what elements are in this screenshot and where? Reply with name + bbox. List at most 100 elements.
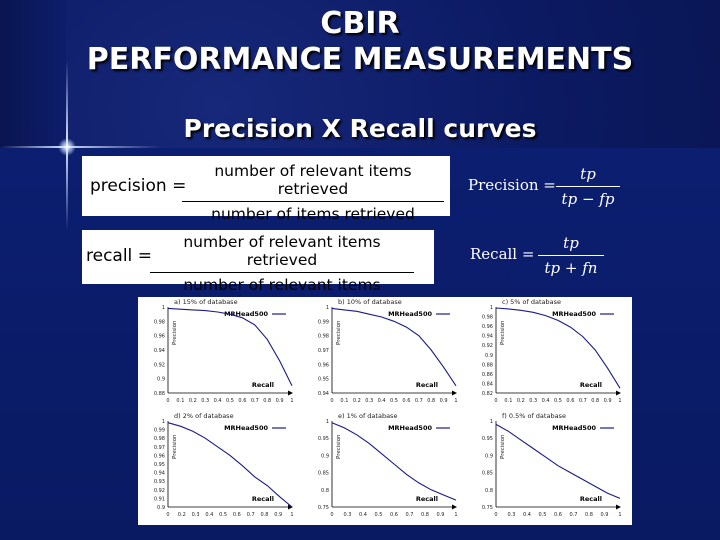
recall-formula-box: recall = number of relevant items retrie… — [82, 230, 434, 294]
precision-tp-fraction: tp tp − fp — [556, 165, 620, 208]
y-tick-label: 0.93 — [154, 479, 165, 485]
legend-label: MRHead500 — [388, 310, 432, 318]
x-tick-label: 0.8 — [260, 512, 268, 518]
x-tick-label: 0.9 — [276, 398, 284, 404]
precision-lhs: precision = — [90, 176, 187, 196]
x-tick-label: 0.5 — [375, 512, 383, 518]
x-tick-label: 0.6 — [390, 512, 398, 518]
y-tick-label: 0.8 — [321, 488, 329, 494]
y-axis-label: Precision — [336, 434, 342, 459]
chart-2: b) 10% of database 0.94 0.95 0.96 0.97 0.98 0.… — [318, 298, 458, 404]
y-tick-label: 1 — [326, 419, 329, 425]
y-tick-label: 0.94 — [154, 471, 165, 477]
y-tick-label: 1 — [490, 419, 493, 425]
recall-tp-denominator: tp + fn — [544, 259, 598, 277]
precision-formula-box: precision = number of relevant items ret… — [82, 156, 450, 223]
y-tick-label: 0.97 — [154, 445, 165, 451]
y-tick-label: 0.9 — [157, 377, 165, 383]
x-axis-label: Recall — [252, 381, 274, 389]
x-axis-arrow-icon — [288, 504, 293, 510]
x-tick-label: 0.7 — [247, 512, 255, 518]
x-tick-label: 0.7 — [579, 398, 587, 404]
x-tick-label: 0.4 — [378, 398, 386, 404]
x-tick-label: 0.9 — [601, 512, 609, 518]
x-tick-label: 0.3 — [508, 512, 516, 518]
recall-tp-lhs: Recall = — [470, 245, 535, 263]
y-tick-label: 0.94 — [154, 348, 165, 354]
y-tick-label: 0.85 — [318, 471, 329, 477]
x-tick-label: 0.5 — [390, 398, 398, 404]
x-axis-label: Recall — [416, 495, 438, 503]
y-axis-label: Precision — [172, 434, 178, 459]
x-tick-label: 0.8 — [591, 398, 599, 404]
y-tick-label: 1 — [162, 305, 165, 311]
precision-recall-curve — [331, 307, 457, 387]
x-axis-arrow-icon — [452, 390, 457, 396]
y-axis-label: Precision — [500, 434, 506, 459]
y-tick-label: 0.95 — [318, 436, 329, 442]
x-tick-label: 0.7 — [251, 398, 259, 404]
y-tick-label: 0.8 — [485, 488, 493, 494]
x-tick-label: 0.1 — [340, 398, 348, 404]
x-tick-label: 0 — [330, 398, 333, 404]
precision-tp-denominator: tp − fp — [561, 190, 615, 208]
precision-numerator: number of relevant items retrieved — [214, 162, 412, 198]
charts-svg: a) 15% of database 0.88 0.9 0.92 0.94 0.96 0.9… — [154, 298, 622, 518]
precision-recall-curve — [331, 422, 457, 501]
slide-subtitle: Precision X Recall curves — [183, 114, 537, 143]
recall-tp-fraction: tp tp + fn — [538, 234, 604, 277]
x-tick-label: 0.3 — [192, 512, 200, 518]
y-tick-label: 0.98 — [318, 334, 329, 340]
legend-label: MRHead500 — [552, 310, 596, 318]
x-tick-label: 0.6 — [566, 398, 574, 404]
x-tick-label: 0.5 — [219, 512, 227, 518]
precision-tp-lhs: Precision = — [468, 176, 556, 194]
legend-label: MRHead500 — [552, 424, 596, 432]
y-tick-label: 0.92 — [482, 343, 493, 349]
x-tick-label: 0 — [166, 398, 169, 404]
chart-title: d) 2% of database — [174, 412, 234, 420]
precision-fraction: number of relevant items retrieved numbe… — [182, 162, 444, 223]
x-axis-label: Recall — [580, 381, 602, 389]
recall-tp-numerator: tp — [563, 234, 579, 252]
x-tick-label: 0.4 — [523, 512, 531, 518]
chart-1: a) 15% of database 0.88 0.9 0.92 0.94 0.96 0.9… — [154, 298, 294, 404]
x-axis-arrow-icon — [452, 504, 457, 510]
chart-title: e) 1% of database — [338, 412, 397, 420]
y-tick-label: 0.95 — [482, 436, 493, 442]
x-tick-label: 0.5 — [539, 512, 547, 518]
x-tick-label: 0.9 — [437, 512, 445, 518]
slide-title-line1: CBIR — [320, 6, 400, 41]
y-tick-label: 0.88 — [154, 391, 165, 397]
x-tick-label: 0.8 — [263, 398, 271, 404]
y-tick-label: 0.9 — [321, 453, 329, 459]
y-tick-label: 0.97 — [318, 348, 329, 354]
y-tick-label: 1 — [490, 305, 493, 311]
precision-recall-curve — [167, 307, 293, 387]
legend-label: MRHead500 — [224, 310, 268, 318]
y-tick-label: 1 — [162, 419, 165, 425]
y-tick-label: 0.82 — [482, 391, 493, 397]
y-tick-label: 0.85 — [482, 471, 493, 477]
x-axis-label: Recall — [252, 495, 274, 503]
x-tick-label: 0 — [494, 512, 497, 518]
x-tick-label: 0.8 — [421, 512, 429, 518]
y-tick-label: 0.91 — [154, 496, 165, 502]
chart-6: f) 0.5% of database 0.75 0.8 0.85 0.9 0.95 1 0 0… — [482, 412, 622, 518]
x-tick-label: 1 — [290, 512, 293, 518]
x-tick-label: 0.8 — [427, 398, 435, 404]
y-tick-label: 0.96 — [318, 362, 329, 368]
x-tick-label: 0.4 — [205, 512, 213, 518]
x-tick-label: 0.9 — [274, 512, 282, 518]
x-axis-arrow-icon — [616, 390, 621, 396]
chart-title: f) 0.5% of database — [502, 412, 566, 420]
x-tick-label: 0 — [166, 512, 169, 518]
chart-title: c) 5% of database — [502, 298, 561, 306]
precision-recall-chart-grid: a) 15% of database 0.88 0.9 0.92 0.94 0.96 0.9… — [138, 297, 632, 525]
x-tick-label: 1 — [454, 512, 457, 518]
y-tick-label: 0.99 — [318, 319, 329, 325]
y-tick-label: 0.96 — [154, 453, 165, 459]
y-tick-label: 0.98 — [154, 319, 165, 325]
y-tick-label: 0.94 — [318, 391, 329, 397]
x-tick-label: 0.6 — [554, 512, 562, 518]
